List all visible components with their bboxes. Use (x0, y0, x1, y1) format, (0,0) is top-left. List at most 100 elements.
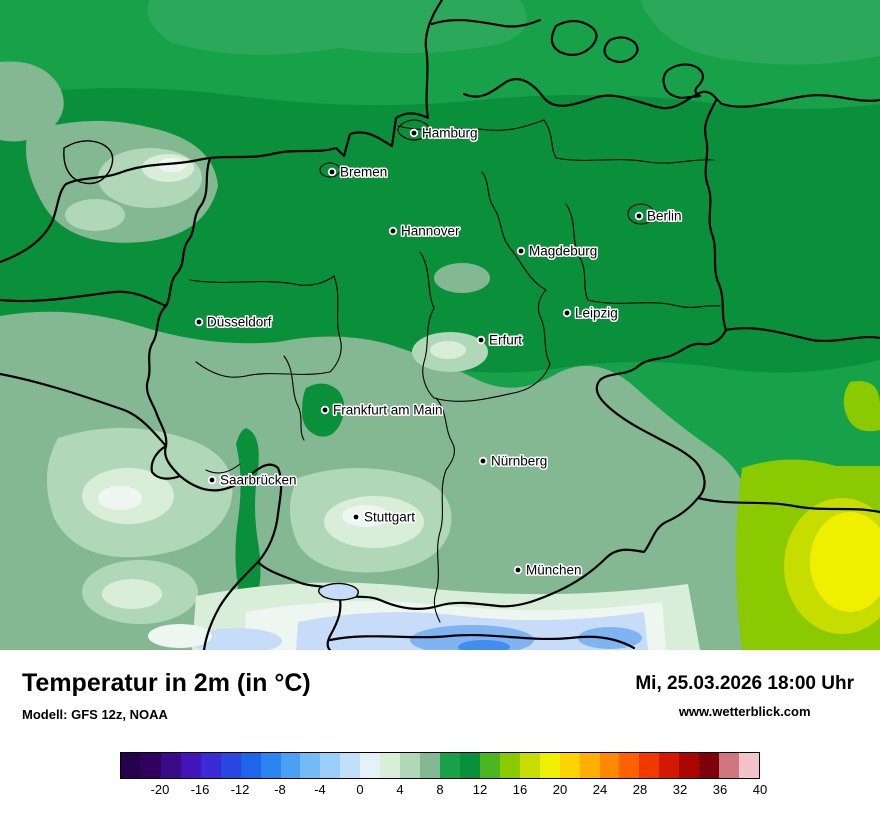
city-label: Bremen (340, 165, 387, 180)
legend-color-segment (180, 752, 201, 778)
be-fr-border (0, 372, 168, 448)
city-dot (515, 567, 521, 573)
legend-tick-20: 20 (552, 781, 568, 797)
legend-tick--12: -12 (230, 781, 250, 797)
legend-color-segment (300, 752, 321, 778)
legend-color-segment (360, 752, 381, 778)
legend-tick-0: 0 (356, 781, 364, 797)
city-label: Saarbrücken (220, 473, 297, 488)
city-marker-dusseldorf: Düsseldorf (194, 313, 273, 331)
city-label: Stuttgart (364, 510, 415, 525)
legend-color-segment (260, 752, 281, 778)
legend-tick-24: 24 (592, 781, 608, 797)
city-marker-saarbrucken: Saarbrücken (207, 471, 298, 489)
city-label: München (526, 563, 582, 578)
city-marker-frankfurt-am-main: Frankfurt am Main (320, 401, 444, 419)
fr-ch-border (202, 560, 260, 650)
legend-tick-4: 4 (396, 781, 404, 797)
city-dot (329, 169, 335, 175)
time-block: Mi, 25.03.2026 18:00 Uhr www.wetterblick… (635, 670, 854, 719)
city-marker-nurnberg: Nürnberg (478, 452, 549, 470)
city-marker-erfurt: Erfurt (476, 331, 524, 349)
legend-color-segment (121, 752, 141, 778)
legend-color-segment (160, 752, 181, 778)
city-dot (518, 248, 524, 254)
city-marker-magdeburg: Magdeburg (516, 242, 599, 260)
legend-color-segment (440, 752, 460, 778)
legend-tick--20: -20 (150, 781, 170, 797)
legend-color-segment (599, 752, 620, 778)
legend-color-segment (400, 752, 421, 778)
city-label: Berlin (647, 209, 682, 224)
city-dot (478, 337, 484, 343)
legend-tick--16: -16 (190, 781, 210, 797)
legend-color-segment (619, 752, 640, 778)
legend-tick--8: -8 (274, 781, 286, 797)
nl-be-border (0, 290, 168, 308)
legend-color-segment (320, 752, 341, 778)
model-info: Modell: GFS 12z, NOAA (22, 706, 168, 722)
berlin-city-boundary (627, 203, 655, 225)
bremen-city-boundary (319, 162, 341, 178)
legend-tick-32: 32 (672, 781, 688, 797)
legend-color-segment (539, 752, 560, 778)
alps-border (328, 633, 636, 650)
cities-layer: Hamburg Bremen Hannover Berlin Magdeburg Düss… (194, 124, 683, 579)
city-dot (353, 514, 359, 520)
city-dot (636, 213, 642, 219)
city-marker-stuttgart: Stuttgart (351, 508, 417, 526)
legend-color-segment (340, 752, 361, 778)
legend-color-segment (420, 752, 440, 778)
legend-color-segment (659, 752, 680, 778)
legend-color-segment (479, 752, 500, 778)
hamburg-city-boundary (397, 119, 431, 141)
legend-color-segment (380, 752, 401, 778)
city-marker-munchen: München (513, 561, 583, 579)
legend-color-segment (140, 752, 161, 778)
ch-at-border (326, 590, 342, 650)
legend-tick-labels: -20 -16 -12 -8 -4 0 4 8 12 16 20 24 28 32 36 40 (120, 781, 768, 798)
city-marker-berlin: Berlin (634, 207, 683, 225)
legend-color-segment (519, 752, 540, 778)
valid-datetime: Mi, 25.03.2026 18:00 Uhr (635, 673, 854, 694)
temperature-legend: -20 -16 -12 -8 -4 0 4 8 12 16 20 24 28 32 36 40 (0, 751, 880, 798)
cz-pl-border (724, 327, 880, 342)
city-label: Nürnberg (491, 454, 547, 469)
city-marker-bremen: Bremen (327, 163, 389, 181)
legend-color-segment (200, 752, 221, 778)
legend-color-segment (559, 752, 580, 778)
city-marker-leipzig: Leipzig (562, 304, 619, 322)
city-dot (564, 310, 570, 316)
legend-color-segment (459, 752, 480, 778)
info-bar: Temperatur in 2m (in °C) Modell: GFS 12z… (0, 650, 880, 722)
denmark-border (430, 18, 542, 28)
temperature-field-layer (0, 0, 880, 650)
north-sea-coastline (0, 0, 444, 264)
city-marker-hamburg: Hamburg (409, 124, 479, 142)
ruegen-island (662, 63, 705, 100)
city-label: Düsseldorf (207, 315, 272, 330)
legend-color-segment (639, 752, 660, 778)
legend-tick-12: 12 (472, 781, 488, 797)
legend-tick-36: 36 (712, 781, 728, 797)
city-dot (411, 130, 417, 136)
legend-color-segment (679, 752, 700, 778)
legend-tick-28: 28 (632, 781, 648, 797)
city-dot (209, 477, 215, 483)
city-marker-hannover: Hannover (388, 222, 462, 240)
city-dot (196, 319, 202, 325)
legend-tick--4: -4 (314, 781, 326, 797)
danish-island (550, 19, 598, 57)
luxembourg-border (150, 444, 182, 480)
borders-layer (0, 0, 880, 650)
baltic-coastline (462, 78, 880, 110)
danish-island-2 (603, 36, 639, 64)
legend-color-segment (579, 752, 600, 778)
legend-color-segment (220, 752, 241, 778)
legend-color-segment (280, 752, 301, 778)
lake-constance (317, 582, 359, 601)
legend-tick-16: 16 (512, 781, 528, 797)
legend-color-segment (739, 752, 759, 778)
legend-color-segment (499, 752, 520, 778)
